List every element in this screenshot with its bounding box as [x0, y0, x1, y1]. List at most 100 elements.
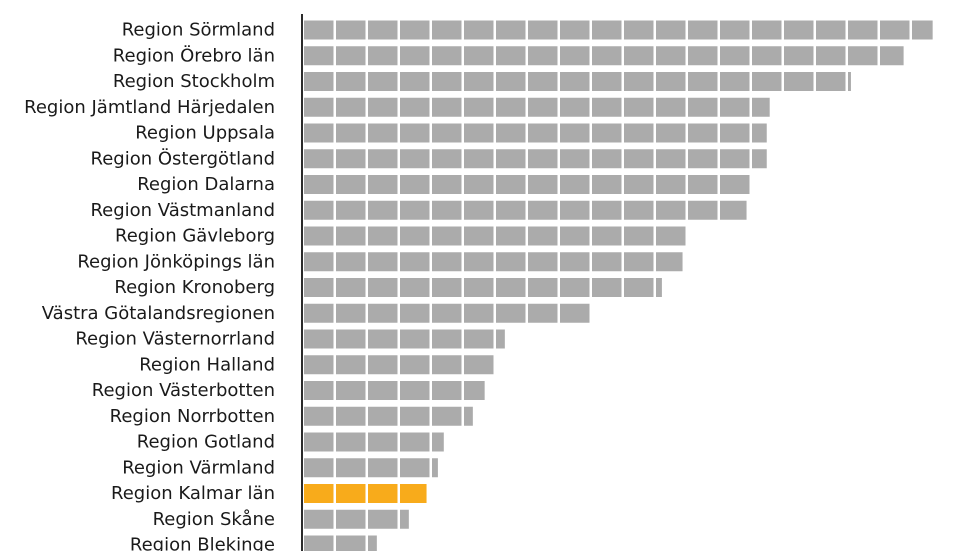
bar-block [336, 123, 366, 143]
bar-block [432, 381, 462, 400]
bar-block [336, 432, 366, 452]
bar-block [336, 46, 366, 66]
bar-block [400, 303, 430, 323]
bar-region-norrbotten [304, 406, 473, 426]
bar-block [368, 278, 398, 297]
bar-block [464, 149, 494, 169]
bar-block [528, 226, 558, 246]
bar-block [496, 175, 526, 194]
bar-block [432, 46, 462, 66]
bar-block [528, 46, 558, 66]
bar-block [336, 252, 366, 272]
bar-block [400, 329, 430, 349]
bar-block [304, 535, 334, 551]
bar-block-partial [496, 329, 505, 349]
bar-block [432, 278, 462, 297]
category-label-vastra-gotalandsregionen: Västra Götalandsregionen [42, 303, 275, 324]
bar-block [304, 484, 334, 503]
bar-block [688, 46, 718, 66]
bar-block [336, 278, 366, 297]
bar-region-kalmar-lan [304, 484, 427, 503]
bar-block [592, 252, 622, 272]
bar-region-orebro-lan [304, 46, 904, 66]
category-label-region-jonkopings-lan: Region Jönköpings län [77, 251, 275, 272]
bar-block [400, 355, 430, 375]
bar-block [560, 200, 590, 220]
bar-block [496, 278, 526, 297]
bar-block [336, 406, 366, 426]
bar-block [848, 20, 878, 40]
bar-block [432, 200, 462, 220]
bar-block [304, 200, 334, 220]
category-labels: Region Sörmland Region Örebro län Region S… [24, 20, 275, 551]
bar-block [368, 20, 398, 40]
bar-block [752, 46, 782, 66]
bar-block [624, 46, 654, 66]
bar-block [816, 20, 846, 40]
bar-block [304, 175, 334, 194]
bar-block [720, 149, 750, 169]
bar-block [432, 149, 462, 169]
category-label-region-stockholm: Region Stockholm [113, 71, 275, 92]
bar-block [400, 278, 430, 297]
bar-block [656, 72, 686, 91]
bar-block [720, 97, 750, 117]
bar-block [336, 175, 366, 194]
bar-vastra-gotalandsregionen [304, 303, 590, 323]
bar-block [464, 97, 494, 117]
bar-block [592, 72, 622, 91]
bar-block [496, 20, 526, 40]
bar-block-partial [848, 72, 851, 91]
bar-region-kronoberg [304, 278, 662, 297]
bar-block [560, 46, 590, 66]
bar-block [432, 303, 462, 323]
bar-region-gotland [304, 432, 444, 452]
bar-block [304, 509, 334, 529]
bar-block [464, 303, 494, 323]
bar-block [592, 149, 622, 169]
bar-block [464, 252, 494, 272]
bar-block [304, 226, 334, 246]
bar-block [304, 381, 334, 400]
bar-block [528, 149, 558, 169]
bar-block [304, 72, 334, 91]
bar-block [528, 200, 558, 220]
category-label-region-skane: Region Skåne [153, 509, 275, 530]
bar-block [848, 46, 878, 66]
bar-block [368, 381, 398, 400]
bar-block-partial [432, 458, 438, 478]
bar-block [464, 123, 494, 143]
category-label-region-halland: Region Halland [139, 354, 275, 375]
bar-block-partial [880, 46, 904, 66]
bar-block [560, 20, 590, 40]
category-label-region-sormland: Region Sörmland [122, 20, 275, 41]
bar-region-sormland [304, 20, 933, 40]
bar-block-partial [752, 149, 767, 169]
category-label-region-gotland: Region Gotland [137, 432, 275, 453]
bar-block [432, 123, 462, 143]
bar-block [496, 97, 526, 117]
bar-block [400, 97, 430, 117]
bar-block [496, 226, 526, 246]
bar-block [656, 97, 686, 117]
bar-block [304, 432, 334, 452]
bar-block-partial [464, 406, 473, 426]
bar-block [560, 252, 590, 272]
bar-block [496, 149, 526, 169]
category-label-region-vastmanland: Region Västmanland [90, 200, 275, 221]
bar-block [432, 252, 462, 272]
bar-block [624, 252, 654, 272]
bar-block [432, 406, 462, 426]
bar-block [304, 97, 334, 117]
bar-block [304, 46, 334, 66]
bar-block [432, 175, 462, 194]
bar-block [624, 175, 654, 194]
bar-block [592, 46, 622, 66]
bar-block [592, 175, 622, 194]
bar-block [528, 175, 558, 194]
bar-region-vasternorrland [304, 329, 505, 349]
bar-block [720, 72, 750, 91]
category-label-region-orebro-lan: Region Örebro län [113, 44, 275, 66]
bar-block [688, 123, 718, 143]
bars [304, 20, 933, 551]
